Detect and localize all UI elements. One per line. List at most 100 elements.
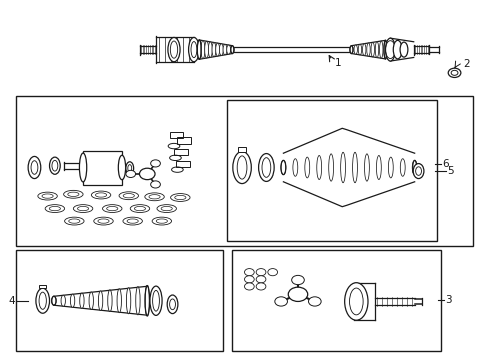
Ellipse shape [392,40,401,59]
Text: 4: 4 [8,296,15,306]
Ellipse shape [45,204,64,212]
Ellipse shape [152,217,171,225]
Ellipse shape [223,44,226,55]
Ellipse shape [212,42,216,57]
Ellipse shape [387,157,392,178]
Bar [238,148,245,152]
Circle shape [274,297,287,306]
Ellipse shape [170,194,190,202]
Ellipse shape [344,283,367,320]
Ellipse shape [304,157,309,178]
Bar [227,100,436,241]
Ellipse shape [208,42,212,57]
Circle shape [125,170,135,177]
Text: 5: 5 [447,166,453,176]
Ellipse shape [102,204,122,212]
Ellipse shape [362,44,365,55]
Ellipse shape [197,40,201,59]
Ellipse shape [167,37,180,62]
Circle shape [244,276,254,283]
Ellipse shape [126,288,130,314]
Bar [83,151,122,185]
Ellipse shape [188,37,199,62]
Ellipse shape [379,41,382,58]
Ellipse shape [226,45,230,54]
Ellipse shape [36,288,49,313]
Ellipse shape [230,46,234,54]
Ellipse shape [370,42,374,57]
Ellipse shape [73,204,93,212]
Ellipse shape [364,154,368,181]
Bar [16,96,472,246]
Bar [232,249,441,351]
Ellipse shape [64,217,84,225]
Ellipse shape [63,190,83,198]
Circle shape [150,181,160,188]
Ellipse shape [292,159,297,176]
Ellipse shape [145,285,149,316]
Text: 3: 3 [444,295,450,305]
Ellipse shape [98,291,102,311]
Ellipse shape [215,43,219,56]
Ellipse shape [316,156,321,180]
Ellipse shape [91,191,111,199]
Ellipse shape [79,153,86,182]
Ellipse shape [122,217,142,225]
Bar [177,138,190,144]
Ellipse shape [167,295,178,314]
Ellipse shape [89,292,93,310]
Ellipse shape [157,204,176,212]
Ellipse shape [358,44,361,55]
Ellipse shape [232,152,251,184]
Ellipse shape [70,294,75,307]
Ellipse shape [38,192,57,200]
Ellipse shape [28,157,41,179]
Ellipse shape [376,156,381,180]
Ellipse shape [353,45,357,54]
Bar [16,249,222,351]
Ellipse shape [340,152,345,183]
Ellipse shape [412,163,423,179]
Circle shape [244,269,254,276]
Ellipse shape [52,296,56,305]
Ellipse shape [374,42,378,58]
Ellipse shape [130,204,149,212]
Text: 1: 1 [334,58,341,68]
Circle shape [447,68,460,77]
Bar [174,149,188,156]
Ellipse shape [328,154,333,181]
Ellipse shape [94,217,113,225]
Circle shape [267,269,277,276]
Ellipse shape [366,43,369,56]
Circle shape [308,297,321,306]
Ellipse shape [400,159,405,176]
Ellipse shape [118,155,125,180]
Ellipse shape [258,154,274,181]
Circle shape [244,283,254,290]
Ellipse shape [107,290,112,312]
Ellipse shape [201,41,204,59]
Text: 2: 2 [462,59,469,69]
Ellipse shape [281,160,285,175]
Ellipse shape [61,295,65,306]
Circle shape [256,269,265,276]
Text: 6: 6 [442,159,448,169]
Ellipse shape [136,287,140,315]
Bar [176,161,189,167]
Ellipse shape [80,293,84,309]
Ellipse shape [119,192,138,200]
Circle shape [256,283,265,290]
Circle shape [139,168,155,180]
Ellipse shape [349,46,352,54]
Circle shape [291,275,304,285]
Ellipse shape [399,42,407,57]
Ellipse shape [219,44,223,55]
Ellipse shape [150,286,162,315]
Ellipse shape [117,289,121,313]
Ellipse shape [385,38,394,61]
Circle shape [287,287,307,301]
Ellipse shape [144,193,164,201]
Ellipse shape [125,162,133,175]
Ellipse shape [411,160,416,175]
Ellipse shape [49,157,60,174]
